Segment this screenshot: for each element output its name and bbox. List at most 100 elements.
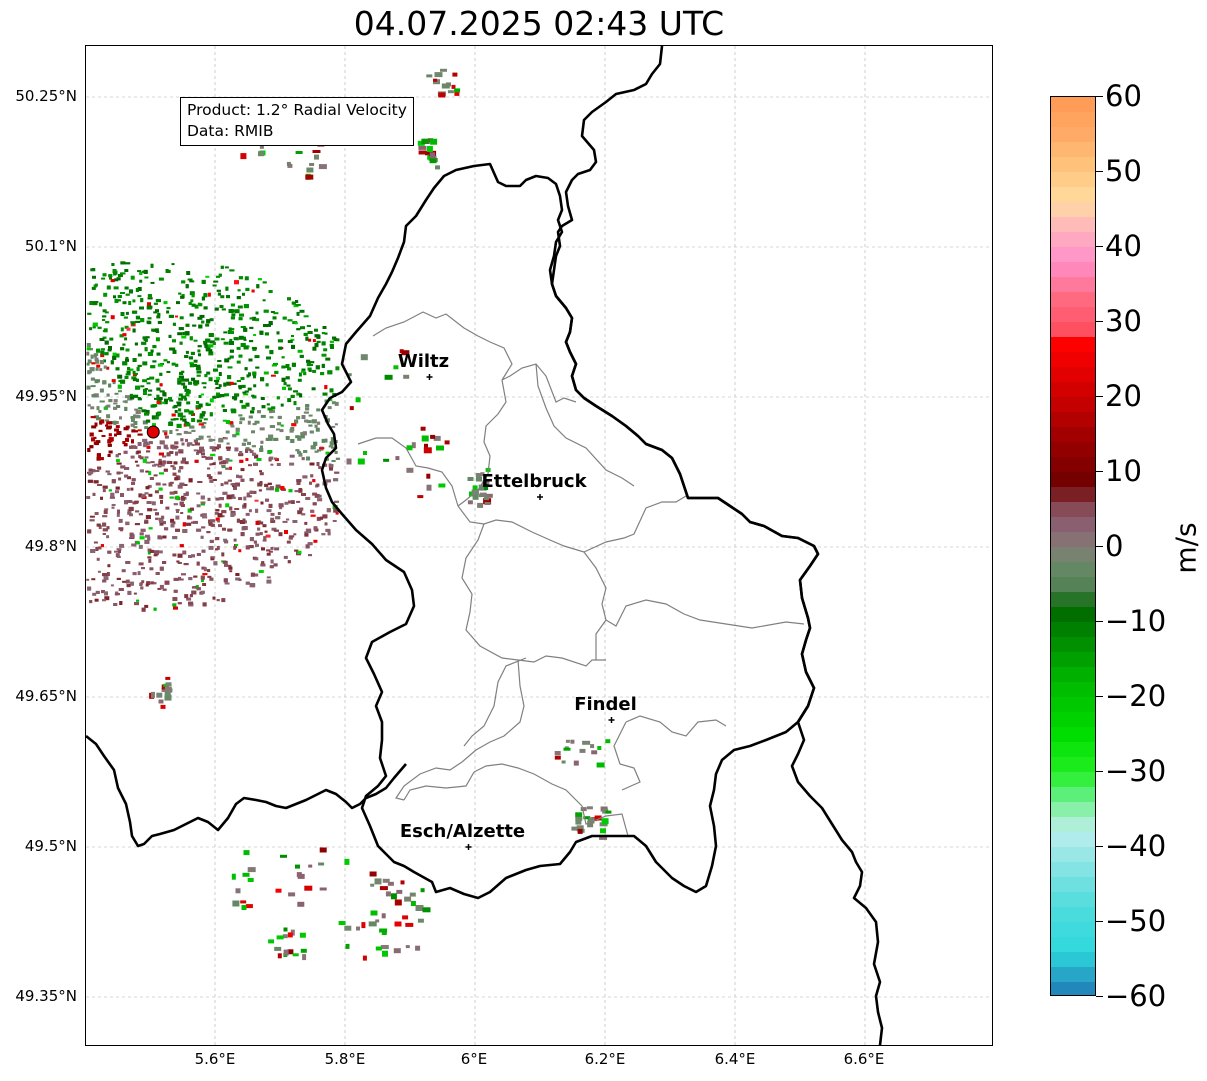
radar-echo xyxy=(217,364,222,368)
radar-echo xyxy=(480,472,485,477)
radar-echo xyxy=(600,828,606,834)
radar-echo xyxy=(117,274,123,277)
radar-echo xyxy=(302,431,307,436)
radar-echo xyxy=(106,535,110,539)
radar-echo xyxy=(134,460,138,463)
radar-echo xyxy=(325,479,331,483)
radar-echo xyxy=(249,450,254,454)
radar-echo xyxy=(92,325,96,329)
radar-echo xyxy=(168,421,173,424)
radar-echo xyxy=(321,533,326,536)
radar-echo xyxy=(94,422,98,427)
radar-echo xyxy=(268,450,273,454)
radar-echo xyxy=(97,570,101,573)
radar-echo xyxy=(298,488,303,493)
radar-echo xyxy=(169,496,174,499)
radar-echo xyxy=(140,318,145,323)
radar-echo xyxy=(313,526,318,531)
radar-echo xyxy=(200,575,205,580)
radar-echo xyxy=(91,425,97,429)
radar-echo xyxy=(183,423,187,427)
radar-echo xyxy=(197,481,203,483)
radar-echo xyxy=(201,320,205,324)
radar-echo xyxy=(310,445,316,450)
radar-echo xyxy=(263,536,267,541)
radar-echo xyxy=(265,498,269,502)
radar-echo xyxy=(126,370,131,374)
radar-echo xyxy=(125,579,130,584)
radar-echo xyxy=(143,269,148,274)
radar-echo xyxy=(276,331,280,335)
radar-echo xyxy=(308,338,312,342)
radar-echo xyxy=(251,430,255,434)
radar-echo xyxy=(148,441,153,445)
radar-echo xyxy=(107,550,112,554)
radar-echo xyxy=(103,365,107,369)
radar-echo xyxy=(142,420,148,425)
radar-echo xyxy=(314,154,319,160)
radar-echo xyxy=(225,430,230,434)
radar-echo xyxy=(132,310,138,314)
colorbar-tick xyxy=(1096,170,1103,172)
radar-echo xyxy=(195,304,198,308)
radar-echo xyxy=(148,527,153,530)
radar-echo xyxy=(91,394,97,398)
colorbar-tick-label: 10 xyxy=(1105,454,1142,488)
radar-echo xyxy=(248,448,252,451)
radar-echo xyxy=(145,336,150,339)
radar-echo xyxy=(119,601,123,605)
colorbar-segment xyxy=(1051,157,1095,173)
colorbar-segment xyxy=(1051,757,1095,773)
radar-echo xyxy=(249,317,254,320)
radar-echo xyxy=(91,437,95,442)
radar-echo xyxy=(137,295,142,298)
radar-echo xyxy=(287,560,291,564)
radar-echo xyxy=(318,862,325,866)
radar-echo xyxy=(570,739,575,744)
map-panel[interactable]: Wiltz Ettelbruck Findel Esch/Alzette Produc… xyxy=(85,45,993,1046)
radar-echo xyxy=(296,392,301,396)
city-findel: Findel xyxy=(574,694,637,723)
radar-echo xyxy=(260,445,263,450)
radar-echo xyxy=(181,395,187,399)
radar-echo xyxy=(576,825,584,832)
radar-echo xyxy=(104,311,109,314)
radar-echo xyxy=(277,512,281,515)
radar-echo xyxy=(97,466,102,470)
radar-echo xyxy=(363,451,367,455)
radar-echo xyxy=(158,458,162,462)
radar-echo xyxy=(285,436,290,440)
radar-echo xyxy=(180,512,184,514)
radar-echo xyxy=(311,419,317,424)
radar-echo xyxy=(223,382,227,387)
radar-echo xyxy=(130,423,135,427)
radar-echo xyxy=(152,464,157,467)
radar-echo xyxy=(605,739,611,744)
radar-echo xyxy=(209,349,213,354)
radar-echo xyxy=(225,503,230,508)
colorbar-segment xyxy=(1051,307,1095,323)
radar-echo xyxy=(322,326,327,329)
radar-echo xyxy=(234,447,239,452)
radar-echo xyxy=(126,434,131,438)
radar-echo xyxy=(163,401,168,405)
radar-echo xyxy=(311,387,316,391)
radar-echo xyxy=(147,302,151,307)
radar-echo xyxy=(210,439,216,442)
radar-echo xyxy=(124,269,129,272)
radar-echo xyxy=(102,515,108,518)
radar-echo xyxy=(161,515,165,519)
radar-echo xyxy=(242,336,246,339)
radar-echo xyxy=(215,497,220,501)
radar-echo xyxy=(177,553,183,558)
radar-echo xyxy=(273,437,279,441)
radar-echo xyxy=(278,346,283,350)
radar-echo xyxy=(186,522,192,526)
colorbar-tick-label: 0 xyxy=(1105,529,1124,563)
radar-echo xyxy=(106,404,111,408)
radar-echo xyxy=(114,550,118,553)
radar-echo xyxy=(295,304,301,306)
radar-echo xyxy=(312,339,316,343)
radar-echo xyxy=(136,317,141,320)
radar-echo xyxy=(385,891,391,897)
